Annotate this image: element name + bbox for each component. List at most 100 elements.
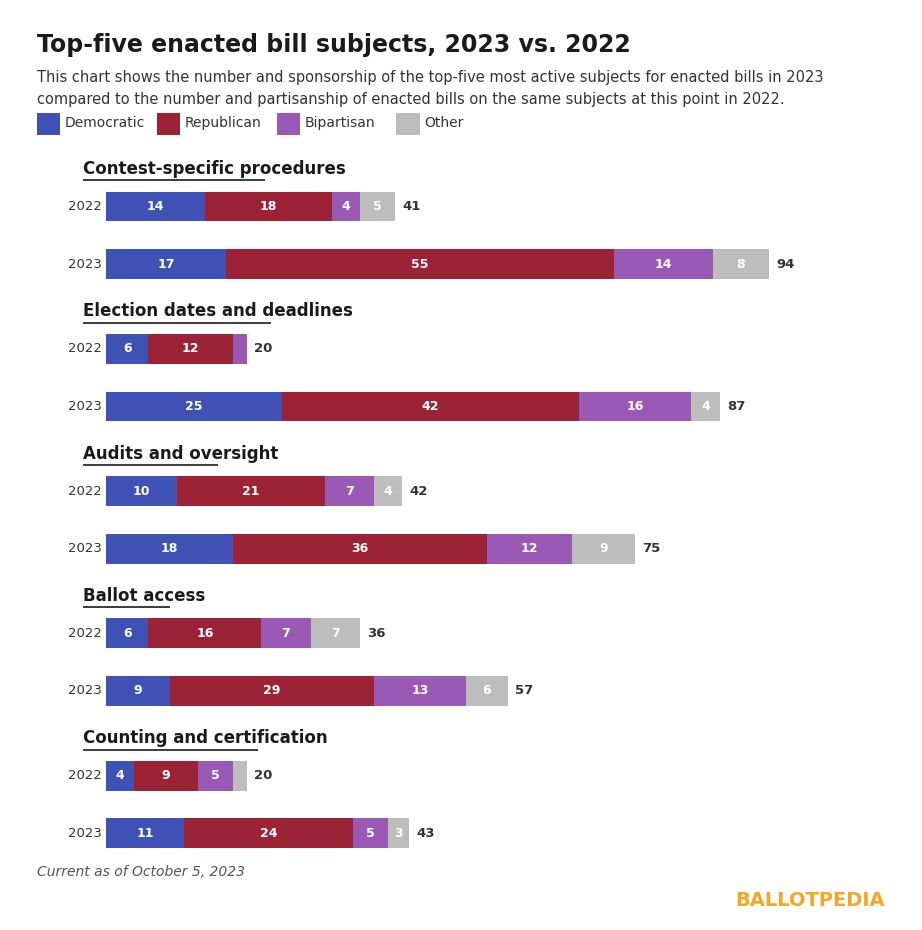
Text: 20: 20 — [254, 342, 273, 355]
Text: BALLOTPEDIA: BALLOTPEDIA — [736, 891, 885, 910]
FancyBboxPatch shape — [135, 761, 197, 790]
FancyBboxPatch shape — [106, 249, 226, 279]
FancyBboxPatch shape — [233, 534, 487, 564]
FancyBboxPatch shape — [205, 192, 332, 221]
FancyBboxPatch shape — [311, 618, 360, 648]
Text: 21: 21 — [242, 485, 259, 498]
Text: 4: 4 — [702, 400, 710, 413]
Text: 7: 7 — [345, 485, 354, 498]
Text: 2022: 2022 — [67, 485, 101, 498]
Text: 2022: 2022 — [67, 200, 101, 213]
Text: 9: 9 — [599, 542, 608, 555]
FancyBboxPatch shape — [157, 113, 180, 135]
Text: 2023: 2023 — [67, 684, 101, 698]
Text: Democratic: Democratic — [65, 115, 145, 130]
FancyBboxPatch shape — [282, 392, 579, 421]
FancyBboxPatch shape — [487, 534, 572, 564]
Text: Other: Other — [424, 115, 464, 130]
FancyBboxPatch shape — [106, 676, 170, 706]
FancyBboxPatch shape — [183, 818, 353, 848]
FancyBboxPatch shape — [106, 761, 135, 790]
Text: 2023: 2023 — [67, 827, 101, 840]
FancyBboxPatch shape — [261, 618, 311, 648]
Text: 2023: 2023 — [67, 258, 101, 271]
Text: 18: 18 — [260, 200, 277, 213]
Text: 24: 24 — [259, 827, 277, 840]
Text: 9: 9 — [161, 769, 171, 782]
FancyBboxPatch shape — [692, 392, 720, 421]
Text: 14: 14 — [147, 200, 164, 213]
Text: 43: 43 — [417, 827, 435, 840]
FancyBboxPatch shape — [106, 476, 176, 506]
Text: 2022: 2022 — [67, 769, 101, 782]
FancyBboxPatch shape — [374, 476, 402, 506]
Text: 42: 42 — [421, 400, 439, 413]
Text: 2023: 2023 — [67, 400, 101, 413]
Text: 7: 7 — [281, 627, 290, 640]
Text: 16: 16 — [196, 627, 214, 640]
FancyBboxPatch shape — [106, 334, 148, 364]
Text: 36: 36 — [367, 627, 385, 640]
Text: 4: 4 — [384, 485, 393, 498]
Text: 5: 5 — [366, 827, 375, 840]
FancyBboxPatch shape — [277, 113, 300, 135]
Text: 20: 20 — [254, 769, 273, 782]
Text: Election dates and deadlines: Election dates and deadlines — [83, 302, 353, 320]
Text: 5: 5 — [211, 769, 219, 782]
Text: 57: 57 — [515, 684, 534, 698]
FancyBboxPatch shape — [106, 192, 205, 221]
FancyBboxPatch shape — [353, 818, 388, 848]
Text: 13: 13 — [411, 684, 429, 698]
Text: 8: 8 — [737, 258, 745, 271]
Text: 12: 12 — [521, 542, 538, 555]
FancyBboxPatch shape — [233, 334, 247, 364]
Text: 36: 36 — [351, 542, 369, 555]
Text: This chart shows the number and sponsorship of the top-five most active subjects: This chart shows the number and sponsors… — [37, 70, 823, 107]
Text: 9: 9 — [134, 684, 142, 698]
Text: Republican: Republican — [184, 115, 261, 130]
FancyBboxPatch shape — [325, 476, 374, 506]
Text: Current as of October 5, 2023: Current as of October 5, 2023 — [37, 865, 245, 879]
Text: 16: 16 — [626, 400, 644, 413]
FancyBboxPatch shape — [360, 192, 396, 221]
FancyBboxPatch shape — [37, 113, 60, 135]
FancyBboxPatch shape — [332, 192, 360, 221]
FancyBboxPatch shape — [106, 618, 148, 648]
Text: Contest-specific procedures: Contest-specific procedures — [83, 160, 346, 178]
Text: 6: 6 — [123, 342, 132, 355]
Text: 18: 18 — [160, 542, 178, 555]
Text: 7: 7 — [331, 627, 339, 640]
Text: 14: 14 — [655, 258, 672, 271]
Text: 4: 4 — [341, 200, 350, 213]
Text: Counting and certification: Counting and certification — [83, 729, 327, 747]
Text: 4: 4 — [116, 769, 124, 782]
Text: 87: 87 — [727, 400, 745, 413]
Text: 6: 6 — [123, 627, 132, 640]
Text: 55: 55 — [411, 258, 429, 271]
Text: 42: 42 — [409, 485, 428, 498]
FancyBboxPatch shape — [572, 534, 635, 564]
FancyBboxPatch shape — [106, 534, 233, 564]
FancyBboxPatch shape — [374, 676, 466, 706]
Text: Bipartisan: Bipartisan — [304, 115, 375, 130]
Text: 29: 29 — [263, 684, 280, 698]
Text: 2022: 2022 — [67, 342, 101, 355]
Text: 10: 10 — [133, 485, 150, 498]
Text: 94: 94 — [776, 258, 795, 271]
Text: 12: 12 — [182, 342, 199, 355]
FancyBboxPatch shape — [396, 113, 420, 135]
FancyBboxPatch shape — [713, 249, 769, 279]
FancyBboxPatch shape — [170, 676, 374, 706]
FancyBboxPatch shape — [106, 392, 282, 421]
Text: 25: 25 — [185, 400, 203, 413]
Text: 11: 11 — [136, 827, 154, 840]
FancyBboxPatch shape — [226, 249, 614, 279]
Text: 2023: 2023 — [67, 542, 101, 555]
FancyBboxPatch shape — [106, 818, 183, 848]
FancyBboxPatch shape — [388, 818, 409, 848]
Text: 17: 17 — [158, 258, 175, 271]
Text: 5: 5 — [373, 200, 382, 213]
Text: 2022: 2022 — [67, 627, 101, 640]
FancyBboxPatch shape — [233, 761, 247, 790]
FancyBboxPatch shape — [148, 334, 233, 364]
